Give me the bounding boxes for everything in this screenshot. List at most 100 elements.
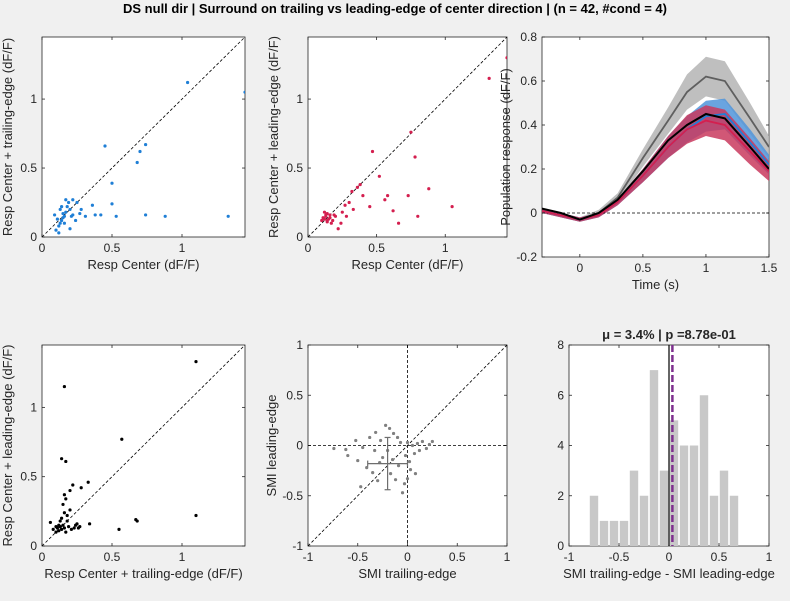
data-point	[75, 200, 79, 205]
data-point	[60, 516, 64, 520]
data-point	[62, 221, 66, 225]
data-point	[186, 80, 190, 85]
data-point	[412, 451, 417, 456]
histogram-bar	[619, 520, 629, 546]
y-tick-label: 1	[30, 92, 37, 106]
panel-trailing-vs-leading: 0 0.5 1 0 0.5 1 Resp Center + trailing-edge (d…	[0, 345, 246, 581]
x-axis-label: SMI trailing-edge - SMI leading-edge	[563, 566, 775, 581]
data-point	[58, 221, 62, 225]
x-tick-label: -0.5	[609, 550, 630, 564]
histogram-bar	[589, 495, 599, 546]
data-point	[408, 468, 413, 472]
data-point	[64, 459, 68, 464]
histogram-bar	[719, 470, 729, 546]
data-point	[420, 439, 425, 444]
data-point	[417, 448, 422, 453]
data-point	[328, 213, 332, 217]
data-point	[391, 431, 396, 436]
data-point	[79, 207, 83, 212]
data-point	[138, 149, 142, 154]
data-point	[117, 527, 121, 531]
x-tick-label: 1	[179, 241, 186, 255]
x-tick-label: 1	[504, 550, 511, 564]
histogram-bar	[639, 495, 649, 546]
data-point	[413, 472, 418, 476]
data-point	[64, 210, 68, 214]
y-tick-label: 0.4	[520, 118, 537, 132]
data-point	[347, 200, 351, 205]
data-point	[409, 130, 413, 134]
data-point	[74, 218, 78, 223]
data-point	[370, 149, 375, 154]
x-tick-label: 0	[666, 550, 673, 564]
data-point	[144, 142, 148, 147]
data-point	[351, 207, 355, 212]
data-point	[135, 160, 139, 165]
x-tick-label: -0.5	[347, 550, 368, 564]
y-tick-label: 0	[530, 206, 537, 220]
data-point	[72, 526, 76, 530]
y-tick-label: 0	[296, 230, 303, 244]
data-point	[402, 482, 407, 486]
data-point	[361, 445, 365, 450]
sem-band	[542, 105, 769, 222]
y-tick-label: 0.5	[20, 161, 37, 175]
y-tick-label: -0.5	[282, 489, 303, 503]
y-tick-label: -0.2	[516, 250, 537, 264]
data-point	[58, 519, 62, 523]
panel-smi-scatter: -1 -0.5 0 0.5 1 -1 -0.5 0 0.5 1 SMI trailing-edge S…	[264, 338, 511, 581]
plot-content	[308, 37, 507, 237]
data-point	[377, 174, 381, 178]
data-point	[79, 486, 83, 490]
data-point	[396, 464, 401, 468]
data-point	[57, 231, 61, 235]
x-tick-label: 0	[576, 261, 583, 275]
y-tick-label: 0.5	[286, 388, 303, 402]
data-point	[373, 448, 377, 453]
data-point	[67, 524, 71, 529]
y-axis-label: Resp Center + trailing-edge (dF/F)	[0, 38, 15, 236]
panel-trailing-scatter: 0 0.5 1 0 0.5 1 Resp Center (dF/F) Resp Center …	[0, 36, 246, 272]
data-point	[505, 56, 507, 60]
data-point	[135, 519, 139, 523]
data-point	[90, 203, 94, 207]
data-point	[61, 523, 65, 527]
data-point	[371, 471, 375, 475]
data-point	[58, 207, 62, 212]
data-point	[398, 440, 403, 445]
histogram-bar	[709, 495, 719, 546]
data-point	[65, 205, 69, 209]
x-tick-label: 1	[442, 241, 449, 255]
data-point	[400, 491, 405, 495]
y-tick-label: 1	[296, 338, 303, 352]
data-point	[358, 182, 362, 187]
data-point	[379, 438, 383, 443]
y-tick-label: 0.6	[520, 74, 537, 88]
data-point	[405, 440, 410, 445]
data-point	[332, 446, 336, 451]
data-point	[110, 181, 114, 185]
histogram-bar	[609, 520, 619, 546]
data-point	[390, 457, 395, 462]
data-point	[71, 198, 75, 202]
data-point	[68, 227, 72, 231]
data-point	[64, 198, 68, 202]
data-point	[427, 442, 431, 447]
data-point	[368, 205, 372, 209]
data-point	[413, 155, 417, 159]
histogram-bar	[599, 520, 609, 546]
histogram-title: μ = 3.4% | p =8.78e-01	[602, 327, 736, 342]
data-point	[405, 477, 410, 481]
histogram-bar	[669, 420, 679, 546]
data-point	[88, 522, 92, 526]
x-tick-label: 0.5	[368, 241, 385, 255]
data-point	[340, 210, 344, 214]
data-point	[68, 508, 72, 512]
data-point	[144, 213, 148, 217]
data-point	[57, 224, 61, 228]
data-point	[450, 205, 454, 209]
data-point	[86, 480, 90, 484]
data-point	[368, 435, 372, 440]
y-tick-label: 1	[30, 400, 37, 414]
data-point	[61, 211, 65, 216]
